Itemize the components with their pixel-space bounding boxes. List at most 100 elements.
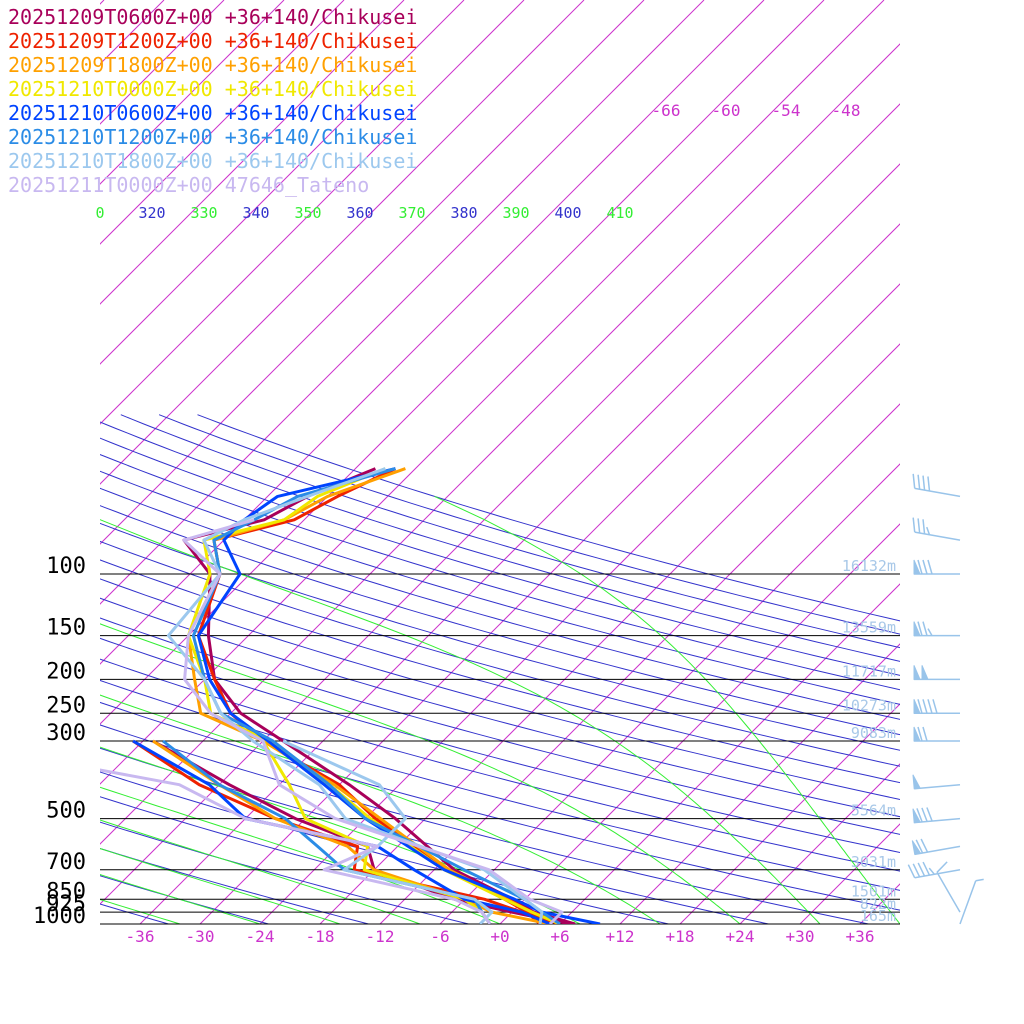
legend-entry: 20251210T0600Z+00 +36+140/Chikusei (8, 101, 417, 125)
theta-label: 350 (294, 204, 321, 222)
wind-barb (913, 665, 960, 681)
isotherm-line (319, 343, 900, 924)
moist-adiabat-line (100, 819, 421, 924)
grid (100, 0, 900, 924)
isotherm-line (739, 763, 900, 924)
temperature-tick-label: -24 (246, 927, 275, 946)
temperature-tick-label: +24 (726, 927, 755, 946)
upper-temperature-label: -66 (652, 101, 681, 120)
dewpoint-line (282, 739, 494, 924)
theta-label: 320 (138, 204, 165, 222)
height-label: 13559m (842, 619, 896, 637)
dry-adiabat-line (100, 505, 900, 736)
pressure-tick-label: 500 (46, 799, 86, 824)
legend-entry: 20251210T1200Z+00 +36+140/Chikusei (8, 125, 417, 149)
isotherm-line (100, 0, 345, 245)
theta-label: 390 (502, 204, 529, 222)
moist-adiabat-line (100, 786, 501, 924)
temperature-tick-label: -36 (126, 927, 155, 946)
height-label: 5564m (851, 802, 896, 820)
pressure-tick-label: 300 (46, 721, 86, 746)
isotherm-line (100, 0, 705, 605)
wind-barb (913, 726, 960, 742)
temperature-tick-label: +0 (490, 927, 509, 946)
wind-barb (912, 473, 961, 498)
wind-barb (936, 861, 961, 913)
dry-adiabat-line (100, 522, 900, 751)
wind-barb (912, 774, 961, 790)
theta-label: 410 (606, 204, 633, 222)
theta-label: 380 (450, 204, 477, 222)
upper-temperature-label: -48 (832, 101, 861, 120)
dewpoint-line (152, 739, 571, 924)
height-label: 165m (860, 907, 896, 925)
dry-adiabat-line (100, 421, 900, 662)
theta-label: 330 (190, 204, 217, 222)
theta-label: 400 (554, 204, 581, 222)
moist-adiabat-line (100, 623, 741, 924)
theta-label: 0 (95, 204, 104, 222)
isotherm-line (100, 0, 465, 365)
pressure-tick-label: 150 (46, 616, 86, 641)
wind-barb (913, 699, 960, 715)
dry-adiabat-line (100, 821, 469, 924)
dry-adiabat-line (100, 747, 769, 924)
legend-entry: 20251209T0600Z+00 +36+140/Chikusei (8, 5, 417, 29)
isotherm-line (100, 43, 900, 845)
wind-barb (912, 517, 961, 541)
wind-barb (912, 807, 961, 824)
isotherm-line (499, 523, 900, 924)
isotherm-line (100, 0, 585, 485)
temperature-line (186, 467, 561, 924)
temperature-tick-label: -12 (366, 927, 395, 946)
isotherm-line (139, 163, 900, 924)
pressure-tick-label: 850 (46, 879, 86, 904)
isotherm-line (379, 403, 900, 924)
upper-temperature-label: -54 (772, 101, 801, 120)
wind-barb (959, 878, 984, 925)
height-label: 10273m (842, 696, 896, 714)
dry-adiabat-line (100, 597, 900, 818)
dewpoint-line (132, 739, 551, 924)
temperature-tick-label: +36 (846, 927, 875, 946)
wind-barb (913, 559, 960, 575)
height-label: 822m (860, 895, 896, 913)
isotherm-line (259, 283, 900, 924)
legend-entry: 20251210T0000Z+00 +36+140/Chikusei (8, 77, 417, 101)
legend-entry: 20251210T1800Z+00 +36+140/Chikusei (8, 149, 417, 173)
dry-adiabat-line (100, 617, 900, 835)
theta-label: 370 (398, 204, 425, 222)
temperature-line (182, 518, 564, 924)
theta-label: 360 (346, 204, 373, 222)
pressure-tick-label: 250 (46, 693, 86, 718)
temperature-tick-label: -6 (430, 927, 449, 946)
isotherm-line (100, 0, 645, 545)
height-label: 16132m (842, 557, 896, 575)
isotherm-line (439, 463, 900, 924)
temperature-tick-label: +18 (666, 927, 695, 946)
dewpoint-line (100, 768, 492, 924)
moist-adiabat-line (100, 694, 661, 924)
height-label: 9083m (851, 724, 896, 742)
wind-barbs (907, 473, 984, 925)
pressure-tick-label: 700 (46, 850, 86, 875)
dry-adiabat-line (158, 414, 900, 635)
upper-temperature-label: -60 (712, 101, 741, 120)
dry-adiabat-line (100, 559, 900, 784)
pressure-tick-label: 1000 (33, 904, 86, 929)
wind-barb (907, 861, 961, 879)
isotherm-line (100, 0, 765, 665)
dry-adiabat-line (100, 796, 569, 924)
dry-adiabat-line (100, 487, 900, 720)
moist-adiabat-line (100, 848, 341, 924)
isotherm-line (199, 223, 900, 924)
dry-adiabat-line (100, 470, 900, 705)
isotherm-line (100, 0, 525, 425)
height-label: 1501m (851, 882, 896, 900)
moist-adiabat-line (434, 495, 900, 924)
pressure-tick-label: 100 (46, 554, 86, 579)
temperature-line (186, 467, 561, 924)
dry-adiabat-line (120, 414, 900, 649)
isotherm-line (619, 643, 900, 924)
